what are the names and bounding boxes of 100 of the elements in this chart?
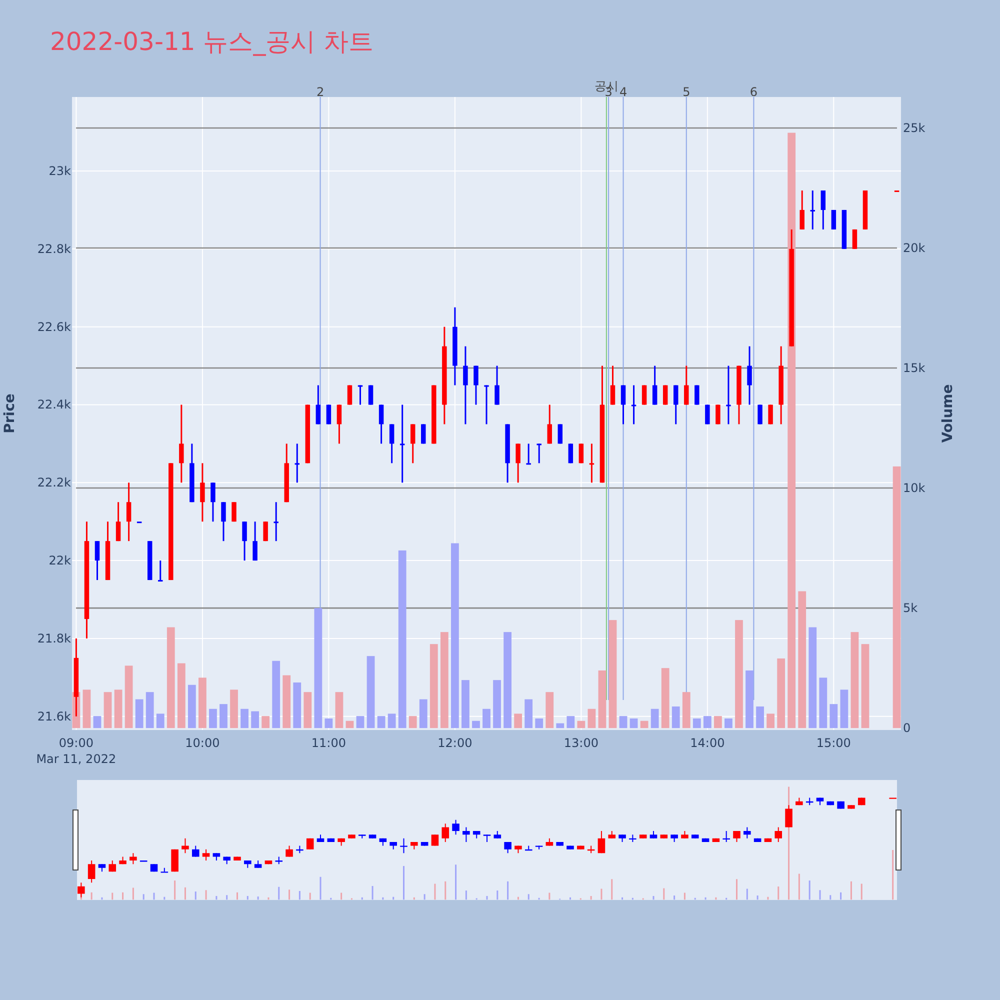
- candlestick: [547, 404, 552, 444]
- bar: [798, 591, 806, 728]
- bar: [861, 644, 870, 728]
- bar: [177, 663, 186, 728]
- x-tick-label: 12:00: [438, 736, 472, 750]
- bar: [124, 666, 133, 728]
- bar: [777, 658, 786, 728]
- y2-tick-label: 5k: [903, 601, 918, 616]
- bar: [472, 720, 480, 728]
- bar: [450, 543, 459, 728]
- candlestick: [274, 501, 278, 542]
- bar: [892, 466, 901, 728]
- ref-line-label: 2: [316, 85, 324, 99]
- bar: [304, 692, 312, 728]
- candlestick: [852, 228, 858, 250]
- candlestick: [716, 404, 720, 425]
- bar: [714, 716, 722, 728]
- candlestick: [336, 404, 342, 444]
- bar: [577, 720, 586, 728]
- candlestick: [631, 384, 636, 425]
- bar: [93, 716, 102, 728]
- y-tick-label: 22.6k: [37, 320, 72, 334]
- candlestick: [800, 190, 804, 230]
- y-tick-label: 22.2k: [37, 476, 72, 490]
- candlestick: [610, 365, 616, 406]
- candlestick: [705, 404, 710, 425]
- bar: [598, 670, 606, 728]
- bar: [524, 699, 533, 728]
- bar: [188, 684, 196, 728]
- bar: [608, 620, 617, 728]
- candlestick: [768, 404, 773, 425]
- bar: [482, 708, 490, 728]
- bar: [220, 704, 228, 728]
- bar: [692, 718, 701, 728]
- bar: [198, 678, 206, 728]
- y-tick-label: 23k: [48, 164, 72, 178]
- candlestick: [294, 442, 300, 484]
- candlestick: [179, 404, 184, 484]
- bar: [166, 627, 175, 728]
- bar: [146, 692, 154, 728]
- candlestick: [389, 423, 394, 464]
- candlestick: [578, 442, 584, 464]
- bar: [840, 690, 848, 728]
- candlestick: [378, 404, 384, 444]
- y2-tick-label: 15k: [903, 361, 926, 376]
- bar: [588, 708, 596, 728]
- candlestick: [726, 365, 731, 425]
- candlestick: [820, 190, 826, 230]
- bar: [830, 704, 838, 728]
- candlestick: [526, 442, 531, 465]
- bar: [262, 716, 270, 728]
- bar: [619, 716, 628, 728]
- bar: [335, 692, 344, 728]
- candlestick: [400, 404, 405, 484]
- candlestick: [200, 462, 205, 522]
- ref-line-label: 4: [619, 85, 628, 99]
- candlestick: [558, 423, 563, 444]
- ref-line-label: 5: [682, 85, 690, 99]
- x-tick-label: 14:00: [690, 736, 725, 750]
- bar: [377, 716, 386, 728]
- candlestick: [116, 501, 121, 542]
- candlestick: [232, 501, 236, 522]
- x-tick-label: 09:00: [58, 736, 94, 750]
- y2-tick-label: 0: [903, 721, 911, 736]
- bar: [672, 706, 680, 728]
- x-tick-label: 10:00: [185, 736, 220, 750]
- candlestick: [421, 423, 426, 444]
- bar: [546, 692, 554, 728]
- bar: [282, 675, 291, 728]
- bar: [440, 632, 448, 728]
- bar: [514, 714, 522, 728]
- bar: [398, 550, 406, 728]
- candlestick: [484, 384, 489, 425]
- y2-tick-label: 20k: [903, 240, 926, 255]
- candlestick: [210, 482, 216, 522]
- candlestick: [94, 540, 100, 581]
- bar: [209, 708, 217, 728]
- bar: [272, 660, 280, 728]
- bar: [682, 692, 690, 728]
- bar: [556, 723, 564, 728]
- candlestick: [684, 365, 689, 406]
- candlestick: [536, 442, 542, 464]
- bar: [819, 678, 828, 728]
- bar: [230, 690, 238, 728]
- bar: [240, 708, 248, 728]
- candlestick: [652, 365, 658, 406]
- bar: [324, 718, 333, 728]
- bar: [535, 718, 544, 728]
- bar: [504, 632, 512, 728]
- candlestick: [126, 482, 132, 542]
- bar: [493, 680, 501, 728]
- bar: [735, 620, 743, 728]
- bar: [135, 699, 144, 728]
- bar: [156, 714, 164, 728]
- bar: [566, 716, 575, 728]
- candlestick: [810, 190, 815, 230]
- bar: [430, 644, 438, 728]
- candlestick: [674, 384, 678, 425]
- bar: [756, 706, 764, 728]
- bar: [408, 716, 417, 728]
